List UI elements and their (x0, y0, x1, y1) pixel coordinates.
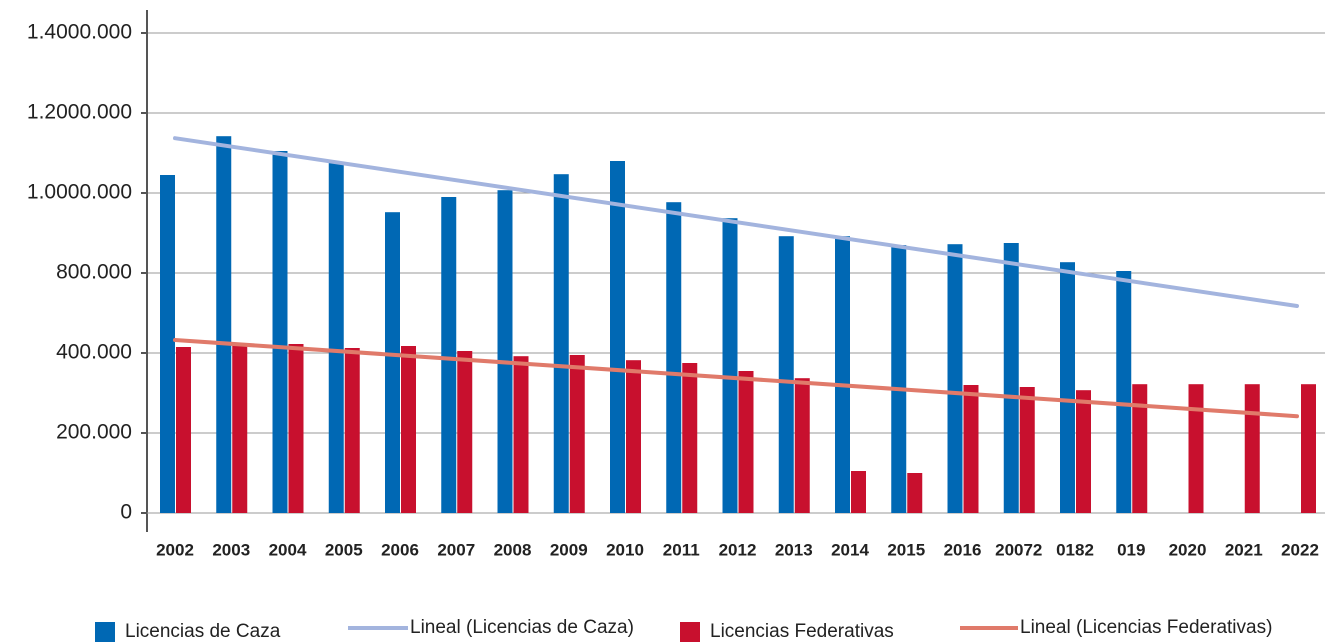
bar (160, 175, 175, 513)
y-tick-label: 0 (120, 501, 132, 524)
bar (1060, 262, 1075, 513)
x-tick-label: 2003 (212, 540, 250, 559)
y-tick-label: 400.000 (56, 341, 132, 364)
bar (1116, 271, 1132, 513)
x-tick-label: 2020 (1169, 540, 1207, 559)
bar (851, 471, 866, 513)
bar (569, 355, 585, 513)
legend-label: Licencias de Caza (125, 621, 281, 642)
bar (682, 363, 698, 513)
bar (1076, 390, 1091, 513)
bar (1132, 384, 1148, 513)
x-tick-label: 2005 (325, 540, 363, 559)
y-tick-label: 200.000 (56, 421, 132, 444)
bar (176, 347, 191, 513)
bar (1188, 384, 1204, 513)
bar (907, 473, 923, 513)
bar (385, 212, 400, 513)
x-tick-label: 2006 (381, 540, 419, 559)
y-tick-label: 1.0000.000 (27, 181, 132, 204)
legend-label: Lineal (Licencias Federativas) (1020, 617, 1272, 638)
x-tick-label: 2012 (719, 540, 757, 559)
trend-line (173, 136, 1299, 308)
bar (441, 197, 457, 513)
bar (1301, 384, 1316, 513)
x-tick-label: 2015 (887, 540, 925, 559)
legend-swatch (95, 622, 115, 642)
x-tick-label: 2011 (663, 540, 700, 559)
bar (344, 348, 360, 513)
bar (288, 344, 304, 513)
bar (738, 371, 754, 513)
bar (626, 360, 641, 513)
x-tick-label: 2022 (1281, 540, 1319, 559)
x-tick-label: 2004 (269, 540, 307, 559)
bar (947, 244, 963, 513)
y-tick-label: 1.4000.000 (27, 21, 132, 44)
y-tick-label: 800.000 (56, 261, 132, 284)
x-tick-label: 2009 (550, 540, 588, 559)
y-tick-label: 1.2000.000 (27, 101, 132, 124)
x-tick-label: 019 (1117, 540, 1145, 559)
bar (513, 356, 529, 513)
bar (794, 378, 810, 513)
x-tick-label: 2002 (156, 540, 194, 559)
bar (216, 136, 232, 513)
bar (722, 218, 738, 513)
bar (328, 163, 344, 513)
bar (610, 161, 625, 513)
x-tick-label: 2014 (831, 540, 869, 559)
bar (891, 245, 907, 513)
x-tick-label: 2016 (944, 540, 982, 559)
bar (553, 174, 569, 513)
bar (666, 202, 682, 513)
bar (272, 151, 288, 513)
bar (1019, 387, 1035, 513)
x-tick-label: 0182 (1056, 540, 1094, 559)
bar (1003, 243, 1019, 513)
bar (835, 236, 850, 513)
bar (457, 351, 473, 513)
trend-line (173, 338, 1299, 419)
x-tick-label: 2008 (494, 540, 532, 559)
x-tick-label: 20072 (995, 540, 1042, 559)
legend-label: Lineal (Licencias de Caza) (410, 617, 634, 638)
legend-swatch (680, 622, 700, 642)
bar (778, 236, 794, 513)
bar (401, 346, 416, 513)
bar (963, 385, 979, 513)
bar (497, 190, 513, 513)
bar (1244, 384, 1260, 513)
x-tick-label: 2021 (1225, 540, 1263, 559)
x-tick-label: 2013 (775, 540, 813, 559)
x-tick-label: 2007 (437, 540, 475, 559)
legend-label: Licencias Federativas (710, 621, 894, 642)
x-tick-label: 2010 (606, 540, 644, 559)
bar (232, 345, 248, 513)
